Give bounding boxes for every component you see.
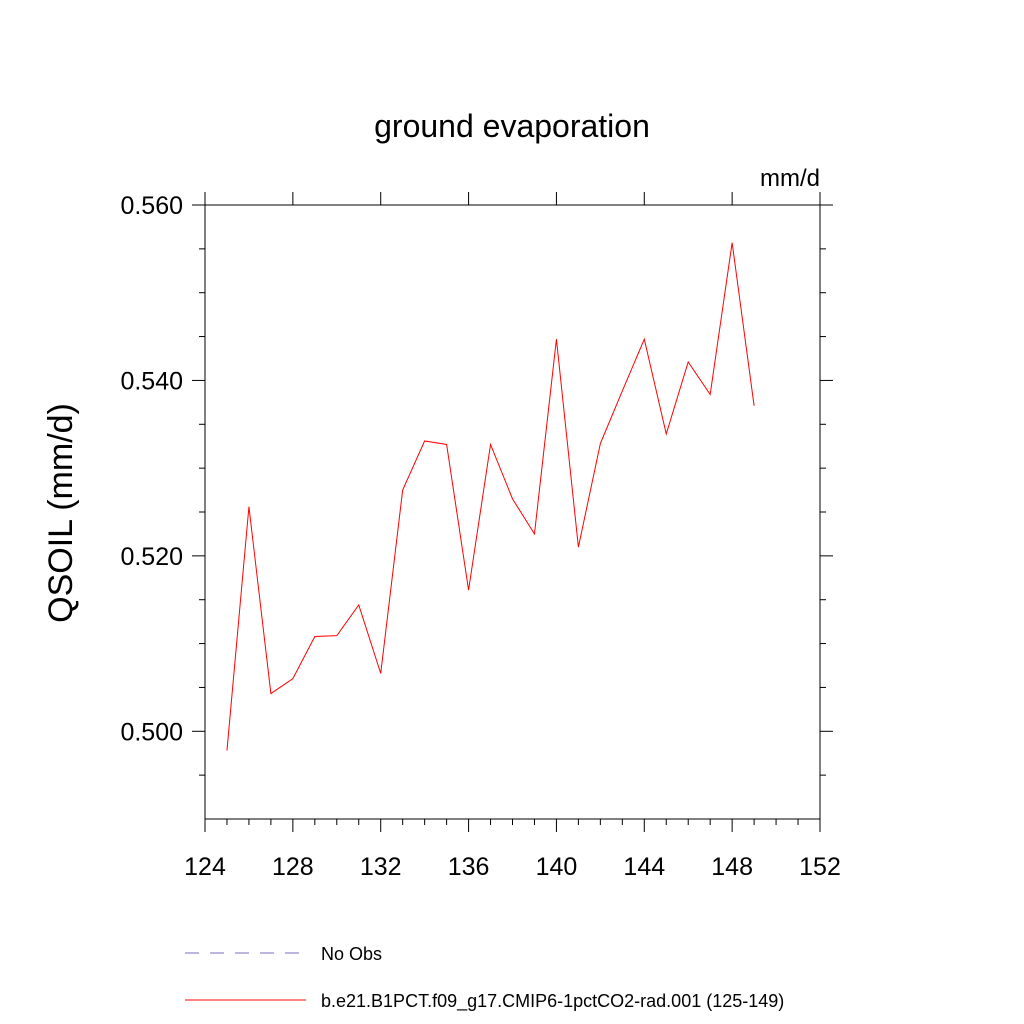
y-axis-ticks: 0.500 0.520 0.540 0.560 bbox=[120, 192, 833, 776]
plot-border bbox=[204, 204, 821, 820]
y-tick-label: 0.520 bbox=[120, 543, 183, 571]
x-tick-label: 132 bbox=[360, 853, 402, 881]
plot-frame bbox=[204, 204, 821, 820]
y-tick-label: 0.500 bbox=[120, 718, 183, 746]
x-tick-label: 136 bbox=[448, 853, 490, 881]
x-tick-label: 144 bbox=[623, 853, 665, 881]
x-tick-label: 152 bbox=[799, 853, 841, 881]
series-line-1 bbox=[226, 242, 755, 751]
series-layer bbox=[226, 242, 755, 751]
units-label: mm/d bbox=[760, 165, 820, 192]
x-tick-label: 128 bbox=[272, 853, 314, 881]
legend-label-1: b.e21.B1PCT.f09_g17.CMIP6-1pctCO2-rad.00… bbox=[321, 991, 784, 1012]
x-tick-label: 148 bbox=[711, 853, 753, 881]
y-tick-label: 0.560 bbox=[120, 192, 183, 220]
legend-label-0: No Obs bbox=[321, 944, 382, 964]
x-axis-ticks: 124 128 132 136 140 144 148 152 bbox=[184, 192, 841, 881]
legend: No Obs b.e21.B1PCT.f09_g17.CMIP6-1pctCO2-… bbox=[185, 944, 784, 1012]
y-axis-label: QSOIL (mm/d) bbox=[42, 403, 80, 623]
y-tick-label: 0.540 bbox=[120, 367, 183, 395]
x-tick-label: 124 bbox=[184, 853, 226, 881]
chart-title: ground evaporation bbox=[374, 108, 650, 144]
x-tick-label: 140 bbox=[536, 853, 578, 881]
